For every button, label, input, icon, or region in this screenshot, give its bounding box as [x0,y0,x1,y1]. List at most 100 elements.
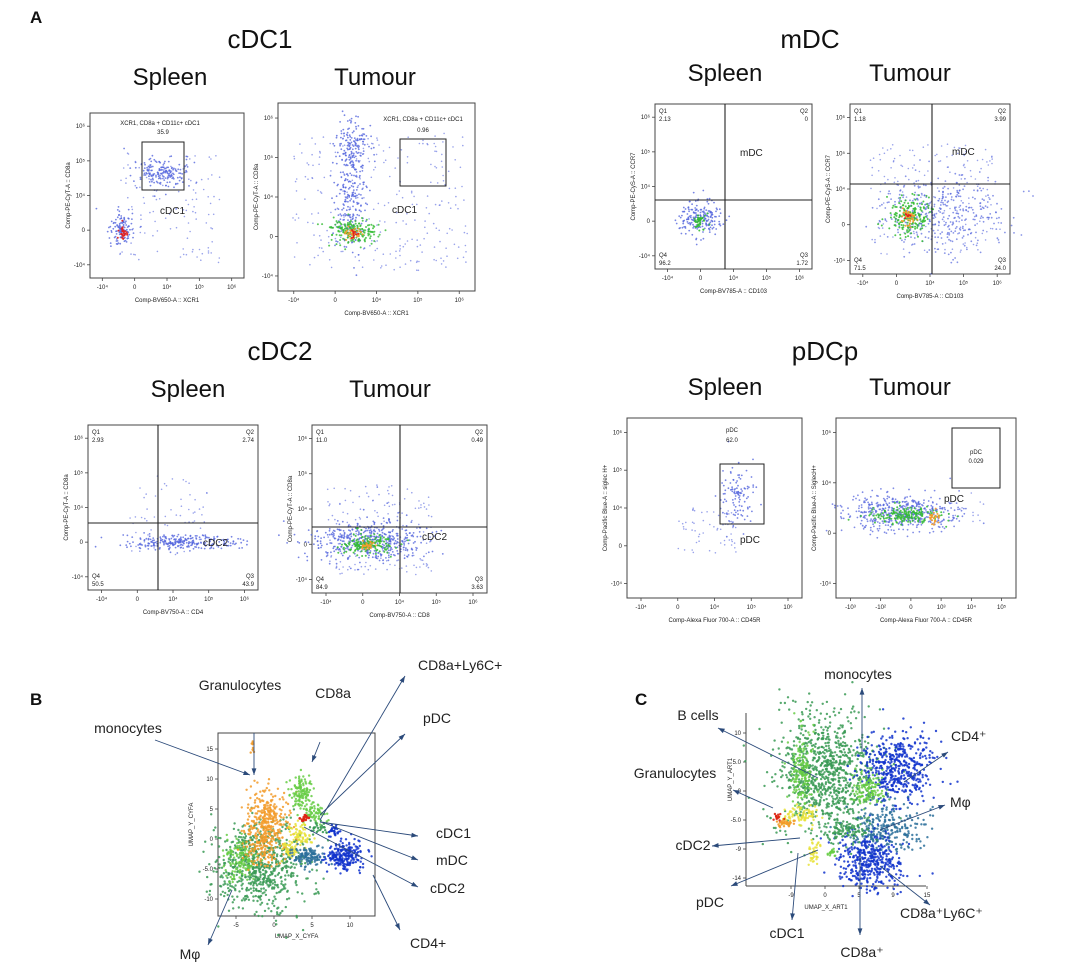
x-tick-label: 5 [310,923,314,929]
x-tick-label: 10⁶ [993,280,1003,287]
quadrant-label-q1: Q1 [316,430,325,436]
y-tick-label: -9 [736,847,742,853]
quadrant-label-q4: Q4 [854,258,863,264]
gate-value: 0.96 [417,128,429,134]
cluster-label-monocytes: monocytes [824,666,892,682]
x-axis-label: Comp-BV650-A :: XCR1 [135,298,200,304]
x-tick-label: 10⁴ [925,280,935,287]
y-tick-label: -10⁴ [74,262,86,269]
quadrant-value-q3: 43.9 [242,582,254,588]
population-label: cDC2 [422,532,447,543]
group-title-cdc2: cDC2 [247,336,313,366]
y-tick-label: 10⁶ [298,435,308,442]
quadrant-value-q4: 84.9 [316,585,328,591]
y-tick-label: -5.0 [203,867,214,873]
gate-box [719,463,765,525]
x-axis-label: Comp-BV750-A :: CD8 [369,613,430,619]
y-tick-label: 10⁴ [836,186,846,193]
cluster-label-cdc2: cDC2 [675,837,710,853]
umap-plot-umap-c: -9 0 5 9 15 10 5.0 0 -5.0 -9 -14 UMAP_X_ART1 UMAP_Y_… [634,666,987,960]
arrow-head [923,899,930,905]
y-tick-label: -5.0 [731,818,742,824]
y-tick-label: 0 [270,234,274,240]
x-tick-label: 5 [857,893,861,899]
arrow-head [790,913,795,920]
panel-letter-a: A [30,8,43,27]
arrow-head [243,770,250,775]
x-axis-label: Comp-BV785-A :: CD103 [896,294,964,300]
x-tick-label: 0 [895,281,899,287]
population-label: mDC [952,147,975,158]
population-label: cDC1 [160,206,185,217]
arrow-head [859,688,865,695]
x-tick-label: 10⁶ [240,596,250,603]
x-tick-label: 10⁵ [997,604,1007,611]
arrow-line [903,751,949,783]
arrow-head [411,855,418,860]
cluster-label-granulocytes: Granulocytes [634,765,716,781]
population-label: pDC [944,494,964,505]
x-tick-label: -10³ [845,605,856,611]
x-tick-label: -10⁴ [288,297,300,304]
arrow-line [321,821,419,861]
y-axis-label: Comp-PE-CyT-A :: CD8a [254,163,260,230]
arrow-line [319,733,406,816]
arrow-head [733,790,740,795]
arrow-head [938,805,945,810]
arrow-head [398,734,405,741]
plot-frame [654,103,813,270]
gate-box [399,138,447,187]
y-tick-label: 10⁶ [264,115,274,122]
x-axis-label: Comp-Alexa Fluor 700-A :: CD45R [668,618,761,624]
x-tick-label: 0 [133,285,137,291]
arrow-line [319,821,419,837]
x-tick-label: 10⁵ [959,280,969,287]
quadrant-value-q2: 2.74 [242,438,254,444]
quadrant-value-q1: 1.18 [854,117,866,123]
gate-value: 0.029 [968,459,984,465]
x-tick-label: -10⁴ [320,599,332,606]
arrow-head [411,881,418,887]
arrow-head [312,755,317,762]
panel-letter-c: C [635,690,648,709]
arrow-line [879,865,931,906]
y-tick-label: 10⁶ [613,429,623,436]
x-tick-label: -10² [875,605,886,611]
y-tick-label: 5 [210,807,214,813]
quadrant-label-q4: Q4 [316,577,325,583]
cluster-label-pdc: pDC [423,710,451,726]
y-tick-label: 0 [619,544,623,550]
arrow-head [411,832,418,838]
population-label: pDC [740,535,760,546]
arrow-line [372,874,401,931]
quadrant-value-q3: 1.72 [796,261,808,267]
x-tick-label: 15 [924,893,931,899]
quadrant-value-q1: 2.13 [659,117,671,123]
x-tick-label: 10⁶ [468,599,478,606]
x-tick-label: 0 [676,605,680,611]
x-tick-label: -10⁴ [635,604,647,611]
quadrant-value-q2: 0.49 [471,438,483,444]
x-tick-label: 10³ [937,605,946,611]
gate-label: XCR1, CD8a + CD11c+ cDC1 [383,117,463,123]
cluster-label-cd8a: CD8a⁺ [840,944,883,960]
y-tick-label: -10⁴ [72,574,84,581]
x-axis-label: Comp-BV785-A :: CD103 [700,289,768,295]
y-tick-label: 10⁶ [76,123,86,130]
y-tick-label: 0 [828,531,832,537]
x-axis-label: UMAP_X_CYFA [275,934,319,940]
x-tick-label: 10⁶ [795,275,805,282]
cluster-label-macrophage: Mφ [180,946,201,962]
y-tick-label: 0 [842,223,846,229]
gate-box [951,427,1001,489]
flow-plot-cdc1-tumour: -10⁴ 0 10⁴ 10⁵ 10⁶ -10⁴ 0 10⁴ 10⁵ 10⁶ Comp-BV650-A… [254,102,476,317]
x-tick-label: 0 [361,600,365,606]
quadrant-label-q3: Q3 [998,258,1007,264]
x-tick-label: 10⁴ [395,599,405,606]
y-tick-label: 0 [80,540,84,546]
tissue-label: Tumour [334,64,416,91]
gate-value: 35.9 [157,130,169,136]
y-axis-label: Comp-PE-CyT-A :: CD8a [64,474,70,541]
x-tick-label: 10⁶ [455,297,465,304]
y-tick-label: 10⁵ [641,149,651,156]
